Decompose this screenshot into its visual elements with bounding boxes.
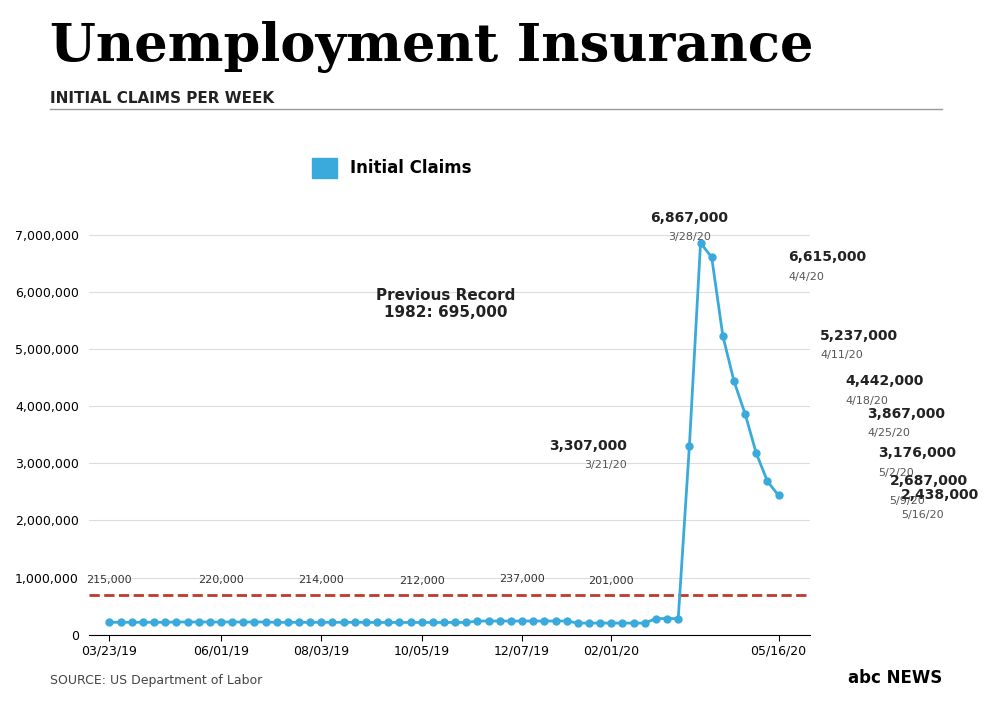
Text: 3/21/20: 3/21/20	[584, 461, 627, 470]
Text: 4,442,000: 4,442,000	[845, 374, 924, 388]
Text: INITIAL CLAIMS PER WEEK: INITIAL CLAIMS PER WEEK	[50, 91, 274, 106]
Text: 201,000: 201,000	[588, 576, 634, 586]
Text: 214,000: 214,000	[299, 576, 344, 585]
Text: 3,307,000: 3,307,000	[549, 439, 627, 453]
Text: 4/4/20: 4/4/20	[788, 272, 824, 282]
Text: 2,438,000: 2,438,000	[901, 489, 979, 503]
Text: abc NEWS: abc NEWS	[848, 669, 942, 687]
Text: 3/28/20: 3/28/20	[668, 232, 711, 243]
Text: 5,237,000: 5,237,000	[820, 329, 898, 343]
Text: 5/9/20: 5/9/20	[890, 496, 926, 505]
Text: 237,000: 237,000	[499, 574, 545, 584]
Text: 3,176,000: 3,176,000	[879, 447, 956, 461]
Text: 220,000: 220,000	[198, 575, 244, 585]
Text: Previous Record
1982: 695,000: Previous Record 1982: 695,000	[376, 287, 515, 320]
Text: SOURCE: US Department of Labor: SOURCE: US Department of Labor	[50, 674, 262, 687]
Text: 3,867,000: 3,867,000	[867, 407, 945, 421]
Text: 5/16/20: 5/16/20	[901, 510, 943, 520]
Text: 2,687,000: 2,687,000	[890, 475, 968, 489]
Text: 4/11/20: 4/11/20	[820, 350, 863, 360]
Text: 6,615,000: 6,615,000	[788, 250, 866, 264]
Text: 4/18/20: 4/18/20	[845, 395, 888, 406]
Text: 215,000: 215,000	[86, 576, 132, 585]
Text: Unemployment Insurance: Unemployment Insurance	[50, 21, 813, 73]
Legend: Initial Claims: Initial Claims	[306, 151, 478, 184]
Text: 5/2/20: 5/2/20	[879, 468, 915, 478]
Text: 6,867,000: 6,867,000	[651, 211, 728, 225]
Text: 4/25/20: 4/25/20	[867, 428, 911, 438]
Text: 212,000: 212,000	[399, 576, 444, 585]
